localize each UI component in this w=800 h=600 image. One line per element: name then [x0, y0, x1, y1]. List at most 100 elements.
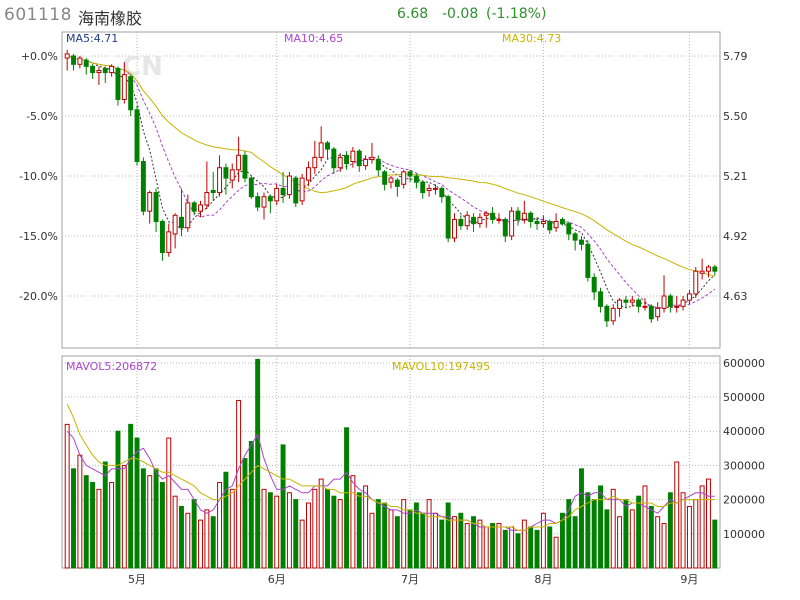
x-tick-label: 7月 — [401, 573, 419, 586]
candle-down — [559, 217, 565, 226]
volume-bar-down — [598, 485, 604, 569]
volume-bar-up — [198, 519, 203, 569]
candle-down — [604, 304, 610, 328]
stock-code: 601118 — [4, 5, 72, 25]
volume-bar-up — [706, 478, 711, 569]
candle-down — [153, 188, 159, 232]
candle-up — [198, 200, 203, 218]
left-axis: +0.0% -5.0% -10.0% -15.0% -20.0% — [19, 50, 58, 303]
ma30-line — [66, 53, 715, 277]
candles — [64, 49, 718, 328]
candle-body — [534, 221, 540, 225]
candle-up — [655, 302, 661, 321]
candle-body — [115, 67, 121, 100]
candle-body — [318, 142, 324, 158]
candle-up — [699, 258, 705, 280]
volume-tick-label: 100000 — [723, 528, 765, 541]
candle-up — [109, 64, 115, 77]
right-axis: 5.79 5.50 5.21 4.92 4.63 — [723, 50, 748, 303]
volume-bar-down — [604, 509, 610, 569]
volume-bar-up — [432, 512, 438, 569]
volume-bar-down — [344, 427, 350, 569]
mavol5-label: MAVOL5:206872 — [66, 360, 157, 373]
volume-bars — [64, 358, 718, 569]
volume-bar-up — [166, 437, 172, 569]
candle-up — [686, 289, 692, 305]
candle-body — [553, 221, 559, 229]
candle-down — [331, 147, 337, 174]
volume-bar-down — [242, 458, 248, 569]
candle-down — [502, 217, 508, 243]
candle-body — [648, 305, 654, 320]
candle-up — [185, 194, 191, 232]
candle-body — [452, 218, 457, 239]
candle-down — [280, 171, 286, 203]
left-tick-label: -15.0% — [19, 230, 58, 243]
candle-up — [147, 190, 153, 224]
candle-body — [178, 216, 184, 229]
volume-bar-up — [680, 492, 686, 569]
quote-header: 601118 海南橡胶 6.68 -0.08 (-1.18%) — [0, 0, 800, 30]
candle-up — [305, 161, 311, 187]
volume-bar-up — [699, 485, 705, 569]
candle-down — [439, 186, 445, 203]
volume-bar-up — [121, 464, 127, 569]
volume-bar-up — [312, 488, 318, 569]
candle-down — [344, 151, 350, 170]
candle-up — [426, 184, 432, 197]
candle-up — [680, 296, 686, 311]
moving-average-lines — [66, 53, 716, 309]
candle-up — [229, 163, 235, 189]
candle-up — [363, 155, 369, 170]
candle-body — [591, 276, 597, 293]
volume-bar-down — [515, 533, 521, 569]
volume-bar-down — [90, 482, 96, 569]
volume-bar-up — [521, 519, 527, 569]
candle-up — [312, 140, 318, 174]
candle-body — [388, 177, 394, 183]
candle-down — [591, 273, 597, 301]
candle-body — [274, 187, 280, 202]
candle-up — [286, 171, 292, 199]
volume-bar-down — [159, 482, 165, 569]
volume-bar-up — [483, 526, 489, 569]
volume-bar-up — [363, 485, 369, 569]
ma5-label: MA5:4.71 — [66, 32, 118, 45]
candle-up — [610, 304, 616, 325]
left-tick-label: -5.0% — [26, 110, 58, 123]
candle-body — [413, 175, 419, 183]
candle-body — [198, 204, 203, 212]
volume-bar-up — [318, 478, 324, 569]
volume-bar-up — [452, 516, 457, 569]
volume-bar-down — [293, 499, 299, 569]
candle-body — [401, 171, 407, 185]
candle-down — [445, 194, 451, 243]
candle-body — [344, 154, 350, 165]
x-tick-label: 8月 — [534, 573, 552, 586]
volume-bar-down — [407, 509, 413, 569]
candle-down — [490, 207, 496, 224]
candle-down — [210, 171, 216, 201]
volume-bar-up — [299, 519, 305, 569]
candle-body — [261, 196, 267, 208]
candle-down — [178, 188, 184, 236]
volume-bar-down — [572, 516, 578, 569]
mavol10-label: MAVOL10:197495 — [392, 360, 490, 373]
candle-down — [83, 58, 89, 75]
candle-body — [432, 187, 438, 190]
candle-body — [566, 223, 572, 235]
candle-up — [661, 275, 667, 313]
volume-bar-up — [388, 509, 394, 569]
volume-bar-down — [71, 468, 76, 569]
candle-body — [382, 171, 388, 185]
volume-bar-down — [623, 499, 629, 569]
candle-up — [217, 155, 223, 197]
candle-body — [712, 266, 718, 272]
volume-bar-up — [172, 495, 178, 569]
candle-body — [293, 177, 299, 204]
volume-panel: 600000 500000 400000 300000 200000 100000 MAV… — [61, 355, 765, 569]
ma10-line — [66, 53, 716, 309]
price-panel-frame — [61, 31, 721, 349]
candle-up — [337, 153, 343, 172]
volume-bar-down — [534, 529, 540, 569]
